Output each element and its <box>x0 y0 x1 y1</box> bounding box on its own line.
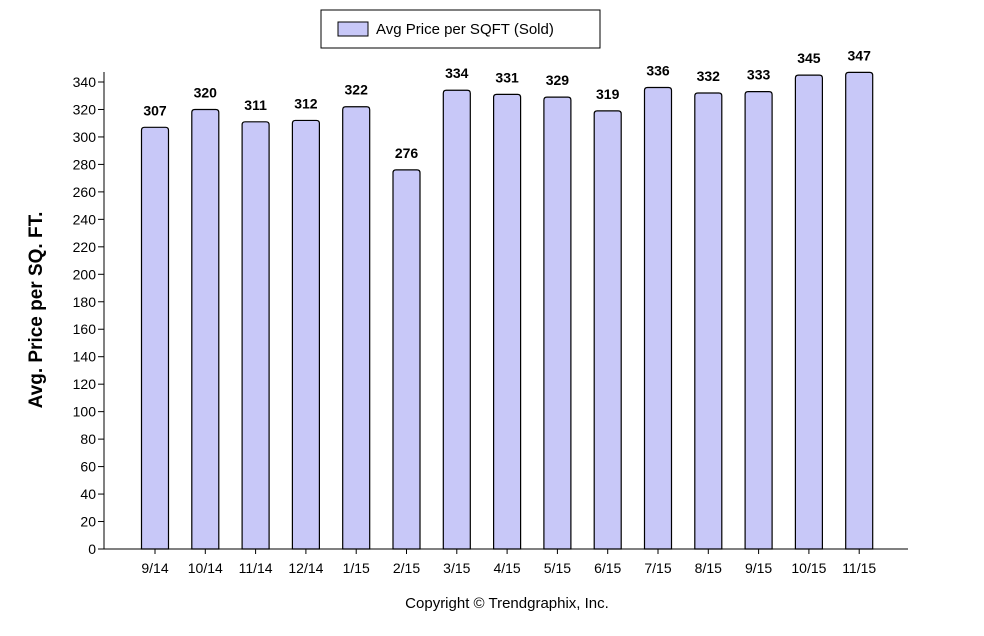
x-tick-label: 6/15 <box>594 560 621 576</box>
y-tick-label: 0 <box>88 541 96 557</box>
y-tick-label: 120 <box>73 376 97 392</box>
copyright-footer: Copyright © Trendgraphix, Inc. <box>405 595 609 612</box>
bar <box>342 106 371 550</box>
x-tick-label: 10/14 <box>188 560 223 576</box>
y-tick-label: 200 <box>73 266 97 282</box>
x-tick-label: 3/15 <box>443 560 470 576</box>
data-label: 322 <box>345 82 369 98</box>
y-tick-label: 160 <box>73 321 97 337</box>
bar <box>845 71 874 550</box>
data-label: 276 <box>395 145 419 161</box>
bar <box>493 93 522 550</box>
y-tick-label: 240 <box>73 211 97 227</box>
legend-swatch <box>337 21 369 37</box>
y-tick-label: 320 <box>73 101 97 117</box>
bar <box>593 110 622 550</box>
bars: 307 320 311 312 322 276 334 331 329 319 336 332 333 3… <box>140 47 874 550</box>
x-tick-label: 10/15 <box>791 560 826 576</box>
bar <box>442 89 471 550</box>
data-label: 332 <box>697 68 721 84</box>
data-label: 311 <box>244 97 267 113</box>
data-label: 347 <box>848 47 872 63</box>
y-tick-label: 340 <box>73 74 97 90</box>
x-tick-label: 11/15 <box>842 560 876 576</box>
x-tick-label: 4/15 <box>493 560 520 576</box>
x-tick-label: 7/15 <box>644 560 671 576</box>
bar <box>643 86 673 550</box>
legend-label: Avg Price per SQFT (Sold) <box>376 21 554 38</box>
axes: 0 20 40 60 80 100 120 140 160 180 200 220 240 260 280 3… <box>73 72 908 576</box>
data-label: 307 <box>143 102 167 118</box>
legend: Avg Price per SQFT (Sold) <box>320 9 601 49</box>
y-tick-label: 180 <box>73 294 97 310</box>
y-tick-label: 260 <box>73 184 97 200</box>
y-axis-label: Avg. Price per SQ. FT. <box>26 212 47 409</box>
y-tick-label: 40 <box>80 486 96 502</box>
data-label: 345 <box>797 50 821 66</box>
x-tick-label: 5/15 <box>544 560 571 576</box>
x-tick-label: 2/15 <box>393 560 420 576</box>
data-label: 320 <box>194 84 218 100</box>
bar <box>744 91 773 550</box>
bar <box>794 74 823 550</box>
bar <box>694 92 723 550</box>
y-tick-label: 100 <box>73 404 97 420</box>
y-tick-label: 280 <box>73 156 97 172</box>
x-tick-label: 9/15 <box>745 560 772 576</box>
bar <box>543 96 572 550</box>
y-tick-label: 60 <box>80 459 96 475</box>
x-tick-label: 1/15 <box>343 560 370 576</box>
y-tick-label: 220 <box>73 239 97 255</box>
x-tick-label: 8/15 <box>695 560 722 576</box>
x-tick-label: 12/14 <box>288 560 323 576</box>
bar <box>140 126 170 550</box>
bar <box>291 119 320 550</box>
bar <box>191 108 220 550</box>
y-tick-label: 300 <box>73 129 97 145</box>
y-tick-label: 20 <box>80 514 96 530</box>
bar <box>392 169 421 550</box>
x-tick-label: 11/14 <box>239 560 273 576</box>
data-label: 329 <box>546 72 570 88</box>
data-label: 331 <box>495 69 519 85</box>
data-label: 319 <box>596 86 620 102</box>
y-tick-label: 80 <box>80 431 96 447</box>
data-label: 336 <box>646 62 670 78</box>
bar <box>241 121 270 550</box>
y-tick-label: 140 <box>73 349 97 365</box>
data-label: 334 <box>445 65 469 81</box>
data-label: 333 <box>747 67 771 83</box>
x-tick-label: 9/14 <box>141 560 168 576</box>
data-label: 312 <box>294 95 318 111</box>
